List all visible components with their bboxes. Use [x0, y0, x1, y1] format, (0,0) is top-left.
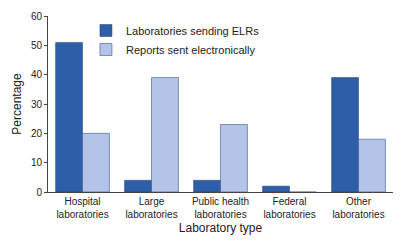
svg-text:Otherlaboratories: Otherlaboratories [332, 196, 384, 220]
svg-text:Percentage: Percentage [10, 73, 24, 135]
svg-text:10: 10 [31, 157, 43, 168]
svg-text:Laboratory type: Laboratory type [179, 221, 263, 235]
svg-text:60: 60 [31, 11, 43, 22]
svg-text:0: 0 [36, 187, 42, 198]
svg-text:40: 40 [31, 69, 43, 80]
svg-text:Laboratories sending ELRs: Laboratories sending ELRs [126, 25, 259, 37]
svg-text:20: 20 [31, 128, 43, 139]
svg-text:30: 30 [31, 99, 43, 110]
svg-text:Hospitallaboratories: Hospitallaboratories [56, 196, 108, 220]
svg-text:50: 50 [31, 40, 43, 51]
svg-text:Federallaboratories: Federallaboratories [263, 196, 315, 220]
svg-text:Reports sent electronically: Reports sent electronically [126, 44, 256, 56]
svg-text:Largelaboratories: Largelaboratories [125, 196, 177, 220]
svg-text:Public healthlaboratories: Public healthlaboratories [192, 196, 249, 220]
